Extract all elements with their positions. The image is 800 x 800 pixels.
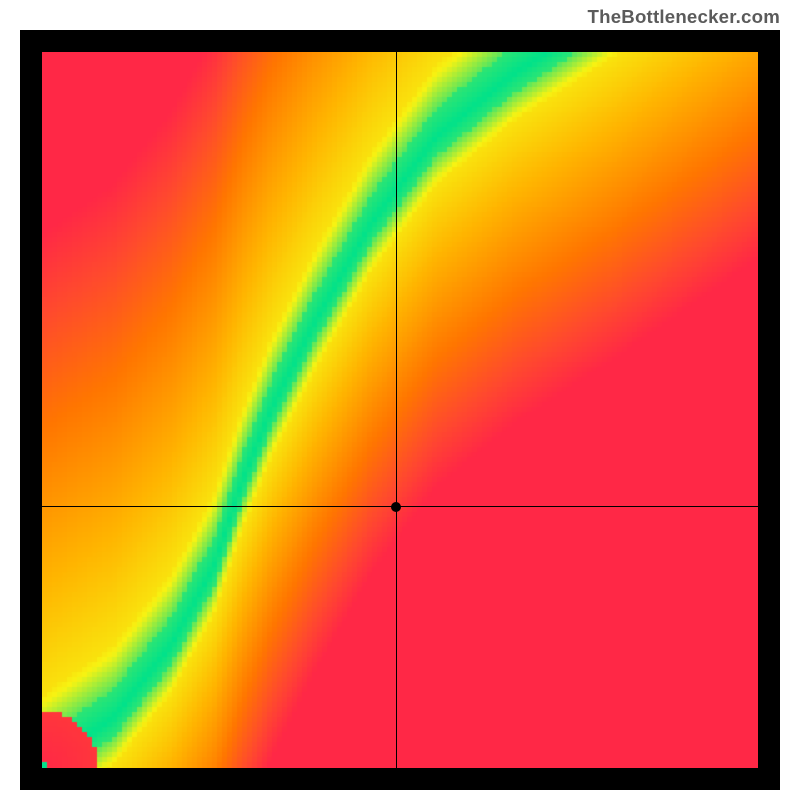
selected-point-marker	[391, 502, 401, 512]
crosshair-vertical	[396, 52, 397, 768]
heatmap-plot-area	[42, 52, 758, 768]
heatmap-canvas	[42, 52, 758, 768]
watermark-text: TheBottlenecker.com	[588, 6, 781, 28]
page-root: TheBottlenecker.com	[0, 0, 800, 800]
